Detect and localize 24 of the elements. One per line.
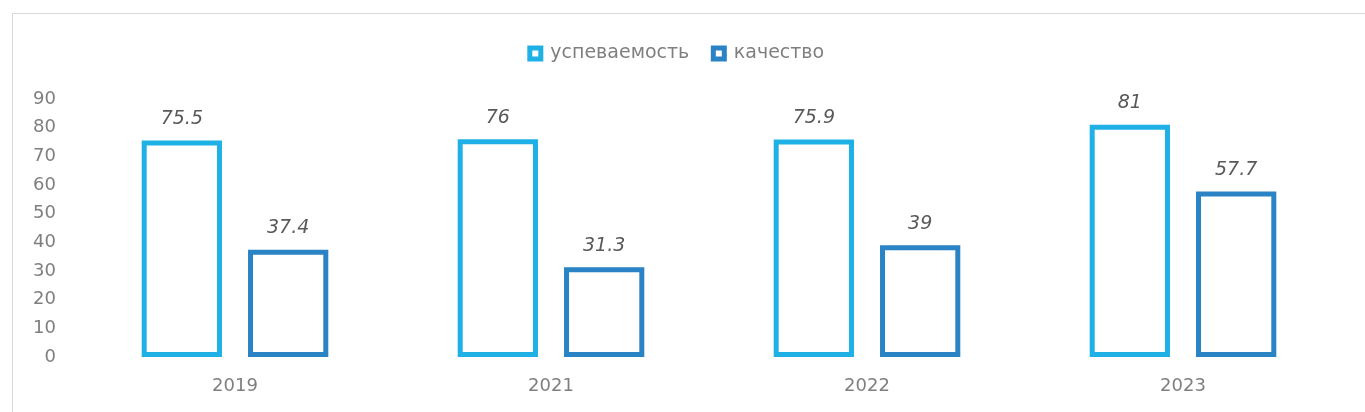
legend-label: качество [733, 40, 825, 63]
data-label: 37.4 [267, 215, 310, 238]
y-tick-label: 50 [33, 201, 56, 223]
data-label: 81 [1117, 90, 1142, 113]
y-tick-label: 0 [44, 344, 56, 366]
y-tick-label: 10 [33, 316, 56, 338]
y-tick-label: 80 [33, 115, 56, 137]
data-label: 31.3 [583, 232, 626, 255]
data-label: 75.9 [792, 104, 835, 127]
data-label: 39 [908, 210, 933, 233]
y-tick-label: 70 [33, 144, 56, 166]
x-tick-label: 2019 [212, 374, 258, 396]
y-tick-label: 60 [33, 172, 56, 194]
data-label: 75.5 [160, 106, 203, 128]
x-tick-label: 2022 [844, 374, 890, 396]
y-tick-label: 40 [33, 230, 56, 252]
data-label: 57.7 [1215, 157, 1258, 180]
y-tick-label: 20 [33, 287, 56, 309]
x-tick-label: 2021 [528, 374, 574, 396]
y-tick-label: 90 [33, 86, 56, 108]
legend-label: успеваемость [550, 40, 690, 63]
x-tick-label: 2023 [1160, 374, 1206, 396]
y-tick-label: 30 [33, 258, 56, 280]
data-label: 76 [485, 104, 510, 127]
